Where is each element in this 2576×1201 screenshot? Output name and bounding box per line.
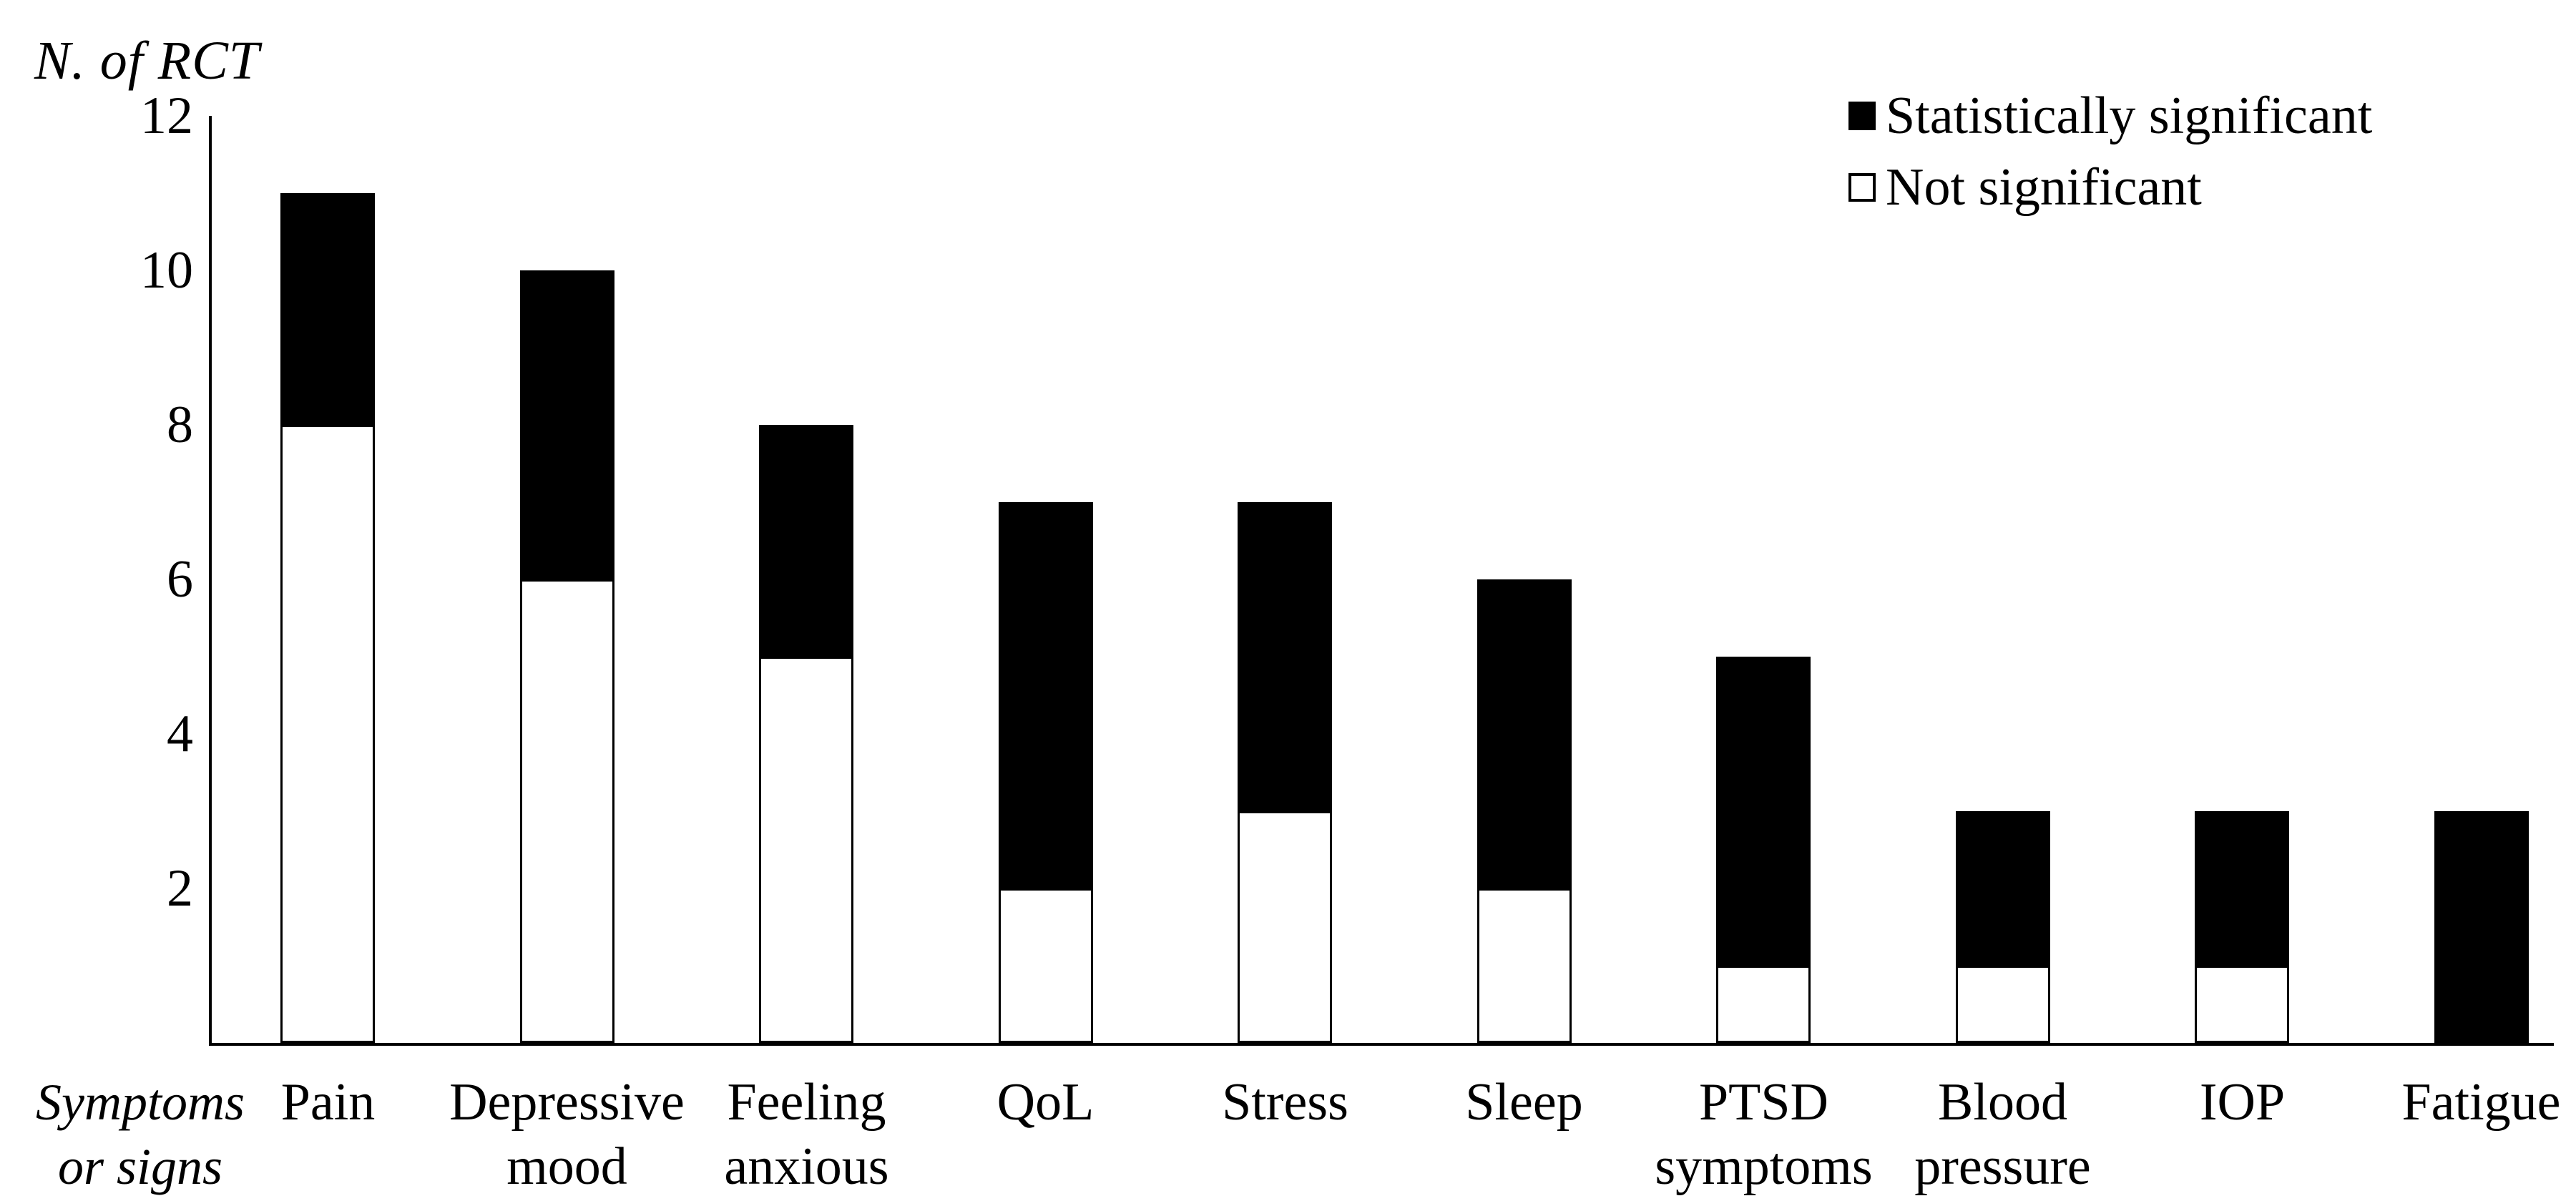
x-category-label-stress: Stress (1165, 1070, 1405, 1134)
bar-segment-not-significant-sleep (1477, 888, 1572, 1043)
bar-segment-significant-ptsd-symptoms (1716, 657, 1811, 966)
x-category-label-line: Sleep (1465, 1073, 1583, 1132)
y-tick-label-4: 4 (167, 705, 193, 763)
x-axis-title-line1: Symptoms (36, 1074, 245, 1131)
y-tick-label-2: 2 (167, 859, 193, 918)
x-category-label-line: Stress (1222, 1073, 1348, 1132)
y-tick-label-6: 6 (167, 550, 193, 609)
bar-segment-not-significant-feeling-anxious (759, 657, 853, 1043)
x-category-label-line: PTSD (1699, 1073, 1828, 1132)
bar-segment-not-significant-qol (999, 888, 1093, 1043)
y-tick-label-8: 8 (167, 396, 193, 454)
y-axis-line (209, 116, 212, 1046)
x-category-label-pain: Pain (208, 1070, 448, 1134)
x-category-label-line: anxious (724, 1137, 889, 1196)
legend-item-not-significant: Not significant (1848, 157, 2372, 217)
x-category-label-line: QoL (996, 1073, 1094, 1132)
bar-segment-significant-pain (280, 193, 375, 425)
legend-label-not-significant: Not significant (1886, 158, 2202, 217)
bar-segment-significant-blood-pressure (1956, 811, 2050, 966)
bar-segment-significant-feeling-anxious (759, 425, 853, 657)
x-category-label-feeling-anxious: Feeling anxious (687, 1070, 926, 1199)
x-category-label-sleep: Sleep (1404, 1070, 1644, 1134)
x-category-label-line: symptoms (1655, 1137, 1873, 1196)
bar-segment-significant-qol (999, 502, 1093, 888)
x-category-label-line: mood (506, 1137, 627, 1196)
x-category-label-fatigue: Fatigue (2361, 1070, 2576, 1134)
y-tick-label-10: 10 (140, 241, 193, 300)
legend-label-significant: Statistically significant (1886, 87, 2373, 145)
filled-square-icon (1848, 102, 1876, 130)
x-category-label-line: Depressive (449, 1073, 685, 1132)
x-category-label-line: IOP (2199, 1073, 2286, 1132)
x-category-label-line: Pain (280, 1073, 376, 1132)
x-category-label-ptsd-symptoms: PTSD symptoms (1644, 1070, 1884, 1199)
bar-segment-not-significant-blood-pressure (1956, 966, 2050, 1043)
x-axis-title: Symptoms or signs (4, 1070, 276, 1199)
x-category-label-line: Fatigue (2401, 1073, 2561, 1132)
open-square-icon (1848, 173, 1876, 202)
x-axis-title-line2: or signs (57, 1138, 223, 1195)
bar-segment-not-significant-stress (1238, 811, 1332, 1043)
bar-segment-significant-fatigue (2434, 811, 2529, 1043)
x-axis-line (209, 1043, 2554, 1046)
x-category-label-line: pressure (1914, 1137, 2091, 1196)
bar-segment-significant-depressive-mood (520, 270, 614, 579)
legend: Statistically significant Not significan… (1848, 86, 2372, 217)
x-category-label-qol: QoL (926, 1070, 1165, 1134)
bar-segment-significant-iop (2195, 811, 2289, 966)
y-axis-title: N. of RCT (34, 31, 260, 91)
y-tick-label-12: 12 (140, 87, 193, 145)
bar-segment-not-significant-pain (280, 425, 375, 1043)
bar-segment-significant-sleep (1477, 579, 1572, 888)
bar-segment-not-significant-depressive-mood (520, 579, 614, 1043)
bar-segment-not-significant-iop (2195, 966, 2289, 1043)
bar-segment-significant-stress (1238, 502, 1332, 811)
bar-segment-not-significant-ptsd-symptoms (1716, 966, 1811, 1043)
x-category-label-iop: IOP (2122, 1070, 2362, 1134)
legend-item-statistically-significant: Statistically significant (1848, 86, 2372, 146)
x-category-label-blood-pressure: Blood pressure (1883, 1070, 2122, 1199)
x-category-label-line: Feeling (727, 1073, 886, 1132)
x-category-label-line: Blood (1938, 1073, 2067, 1132)
x-category-label-depressive-mood: Depressive mood (447, 1070, 687, 1199)
